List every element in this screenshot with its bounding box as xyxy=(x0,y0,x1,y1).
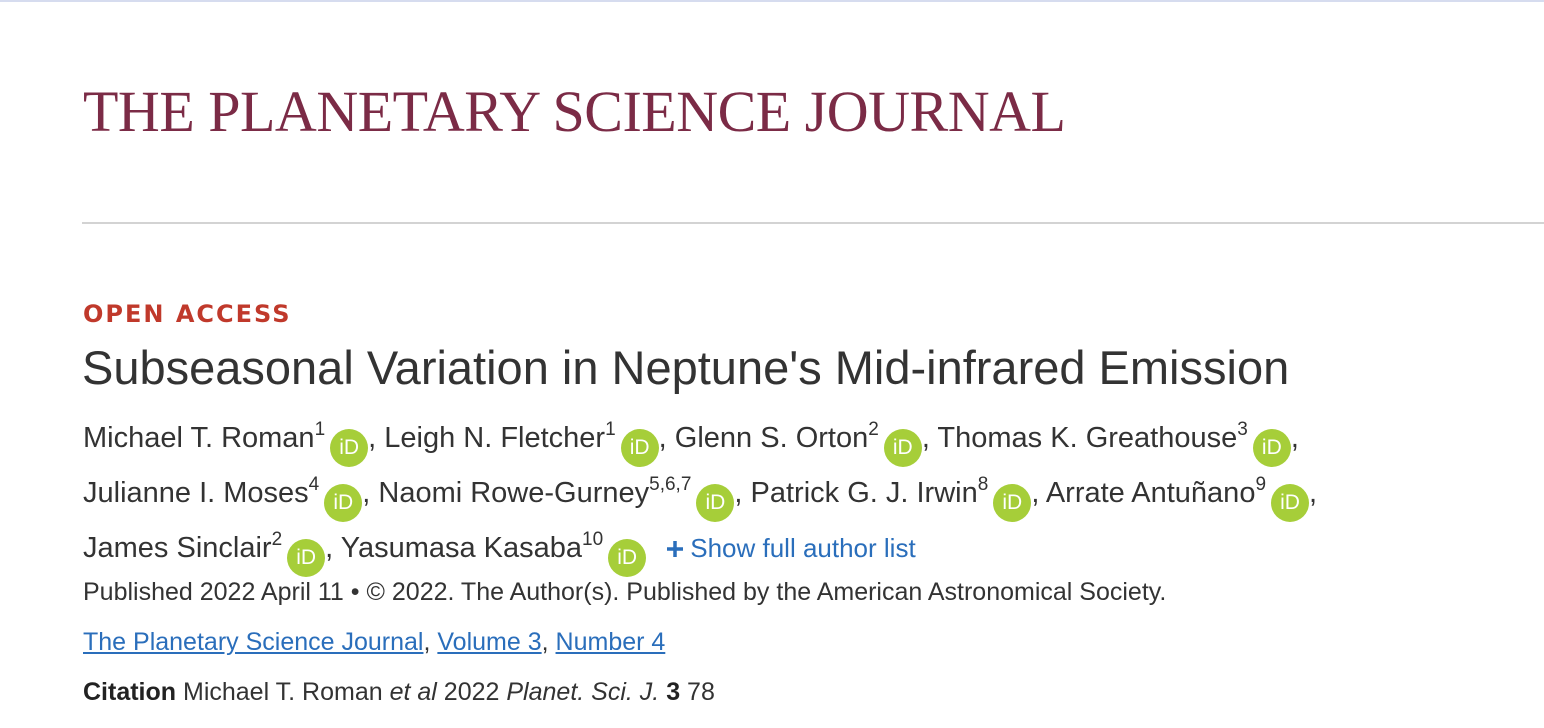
citation-et-al: et al xyxy=(389,678,437,706)
orcid-icon[interactable]: iD xyxy=(1271,484,1310,522)
citation-year: 2022 xyxy=(443,678,500,706)
citation-article: 78 xyxy=(687,678,715,706)
author-separator: , xyxy=(1290,422,1299,454)
author-name: Naomi Rowe-Gurney xyxy=(378,477,650,509)
author: Julianne I. Moses4iD, xyxy=(83,474,371,522)
author-name: Patrick G. J. Irwin xyxy=(750,477,978,509)
top-border xyxy=(0,0,1544,2)
divider xyxy=(82,222,1544,224)
author: Michael T. Roman1iD, xyxy=(83,419,377,467)
author-name: Yasumasa Kasaba xyxy=(340,532,583,564)
affiliation: 2 xyxy=(868,419,879,440)
orcid-icon[interactable]: iD xyxy=(330,429,369,467)
author-list: Michael T. Roman1iD, Leigh N. Fletcher1i… xyxy=(83,412,1483,577)
affiliation: 9 xyxy=(1255,474,1267,495)
author: Patrick G. J. Irwin8iD, xyxy=(750,474,1040,522)
orcid-icon[interactable]: iD xyxy=(1252,429,1291,467)
author: Glenn S. Orton2iD, xyxy=(674,419,930,467)
orcid-icon[interactable]: iD xyxy=(608,539,647,577)
published-date: Published 2022 April 11 xyxy=(83,578,344,606)
copyright: © 2022. The Author(s). Published by the … xyxy=(366,578,1167,606)
affiliation: 2 xyxy=(271,529,283,550)
author-separator: , xyxy=(325,532,334,564)
affiliation: 1 xyxy=(314,419,326,440)
author-separator: , xyxy=(1031,477,1040,509)
affiliation: 4 xyxy=(308,474,320,495)
author-name: Arrate Antuñano xyxy=(1045,477,1256,509)
affiliation: 1 xyxy=(605,419,616,440)
author: Arrate Antuñano9iD, xyxy=(1045,474,1318,522)
orcid-icon[interactable]: iD xyxy=(883,429,922,467)
orcid-icon[interactable]: iD xyxy=(993,484,1032,522)
author-name: Michael T. Roman xyxy=(83,422,315,454)
journal-link[interactable]: Number 4 xyxy=(555,628,666,656)
orcid-icon[interactable]: iD xyxy=(287,539,326,577)
bullet: • xyxy=(350,578,360,606)
author-separator: , xyxy=(368,422,377,454)
author: Yasumasa Kasaba10iD xyxy=(340,529,647,577)
article-title: Subseasonal Variation in Neptune's Mid-i… xyxy=(82,341,1290,394)
citation-label: Citation xyxy=(83,678,177,706)
open-access-label: OPEN ACCESS xyxy=(83,300,292,328)
affiliation: 3 xyxy=(1237,419,1248,440)
orcid-icon[interactable]: iD xyxy=(696,484,735,522)
author-name: Leigh N. Fletcher xyxy=(384,422,606,454)
author-separator: , xyxy=(658,422,667,454)
citation-volume: 3 xyxy=(666,678,681,706)
author-name: James Sinclair xyxy=(83,532,272,564)
journal-link[interactable]: The Planetary Science Journal xyxy=(83,628,424,656)
publication-info: Published 2022 April 11 • © 2022. The Au… xyxy=(83,578,1166,607)
journal-links: The Planetary Science Journal, Volume 3,… xyxy=(83,628,665,657)
link-separator: , xyxy=(541,628,549,656)
orcid-icon[interactable]: iD xyxy=(324,484,363,522)
citation: Citation Michael T. Roman et al 2022 Pla… xyxy=(83,678,715,707)
link-separator: , xyxy=(423,628,431,656)
orcid-icon[interactable]: iD xyxy=(620,429,659,467)
author-separator: , xyxy=(921,422,930,454)
show-authors-text: Show full author list xyxy=(690,533,916,563)
author: Leigh N. Fletcher1iD, xyxy=(384,419,667,467)
plus-icon xyxy=(667,541,684,557)
journal-name[interactable]: THE PLANETARY SCIENCE JOURNAL xyxy=(83,79,1066,144)
citation-authors: Michael T. Roman xyxy=(183,678,383,706)
author-name: Julianne I. Moses xyxy=(83,477,309,509)
author-name: Glenn S. Orton xyxy=(674,422,869,454)
affiliation: 10 xyxy=(582,529,604,550)
author: James Sinclair2iD, xyxy=(83,529,334,577)
author: Naomi Rowe-Gurney5,6,7iD, xyxy=(378,474,743,522)
journal-link[interactable]: Volume 3 xyxy=(437,628,542,656)
author: Thomas K. Greathouse3iD, xyxy=(937,419,1299,467)
affiliation: 5,6,7 xyxy=(649,474,692,495)
author-separator: , xyxy=(734,477,743,509)
citation-journal: Planet. Sci. J. xyxy=(506,678,660,706)
show-full-author-list[interactable]: Show full author list xyxy=(666,533,916,563)
affiliation: 8 xyxy=(977,474,989,495)
author-separator: , xyxy=(1309,477,1318,509)
author-separator: , xyxy=(362,477,371,509)
author-name: Thomas K. Greathouse xyxy=(937,422,1238,454)
